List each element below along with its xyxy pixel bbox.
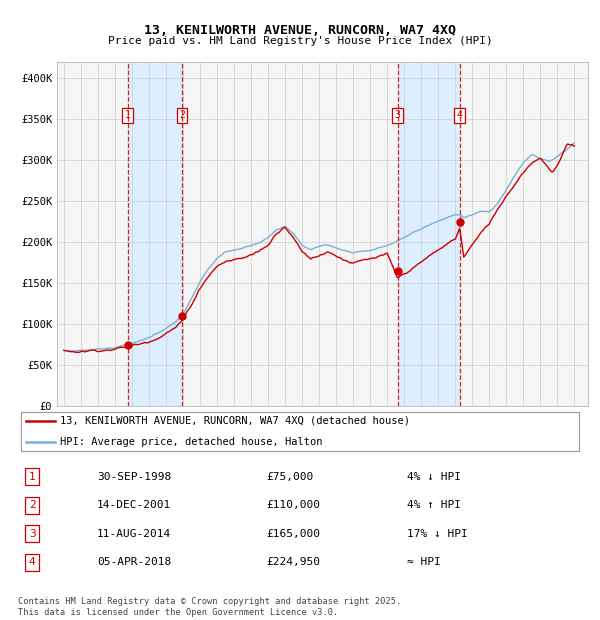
Text: £110,000: £110,000 — [266, 500, 320, 510]
Text: 13, KENILWORTH AVENUE, RUNCORN, WA7 4XQ (detached house): 13, KENILWORTH AVENUE, RUNCORN, WA7 4XQ … — [60, 416, 410, 426]
Text: £75,000: £75,000 — [266, 472, 313, 482]
Text: 3: 3 — [29, 529, 35, 539]
Text: 14-DEC-2001: 14-DEC-2001 — [97, 500, 171, 510]
Text: 4: 4 — [457, 110, 463, 120]
Text: 4% ↓ HPI: 4% ↓ HPI — [407, 472, 461, 482]
Text: 4% ↑ HPI: 4% ↑ HPI — [407, 500, 461, 510]
Text: 4: 4 — [29, 557, 35, 567]
Text: 3: 3 — [395, 110, 400, 120]
Text: ≈ HPI: ≈ HPI — [407, 557, 441, 567]
Text: 2: 2 — [179, 110, 185, 120]
Text: £165,000: £165,000 — [266, 529, 320, 539]
FancyBboxPatch shape — [21, 412, 579, 451]
Text: Price paid vs. HM Land Registry's House Price Index (HPI): Price paid vs. HM Land Registry's House … — [107, 36, 493, 46]
Text: 1: 1 — [29, 472, 35, 482]
Text: 2: 2 — [29, 500, 35, 510]
Bar — [128, 62, 182, 406]
Text: 13, KENILWORTH AVENUE, RUNCORN, WA7 4XQ: 13, KENILWORTH AVENUE, RUNCORN, WA7 4XQ — [144, 24, 456, 37]
Bar — [398, 62, 460, 406]
Text: 05-APR-2018: 05-APR-2018 — [97, 557, 171, 567]
Text: £224,950: £224,950 — [266, 557, 320, 567]
Text: Contains HM Land Registry data © Crown copyright and database right 2025.
This d: Contains HM Land Registry data © Crown c… — [18, 598, 401, 617]
Text: 17% ↓ HPI: 17% ↓ HPI — [407, 529, 468, 539]
Text: 30-SEP-1998: 30-SEP-1998 — [97, 472, 171, 482]
Text: HPI: Average price, detached house, Halton: HPI: Average price, detached house, Halt… — [60, 437, 323, 447]
Text: 11-AUG-2014: 11-AUG-2014 — [97, 529, 171, 539]
Text: 1: 1 — [125, 110, 131, 120]
